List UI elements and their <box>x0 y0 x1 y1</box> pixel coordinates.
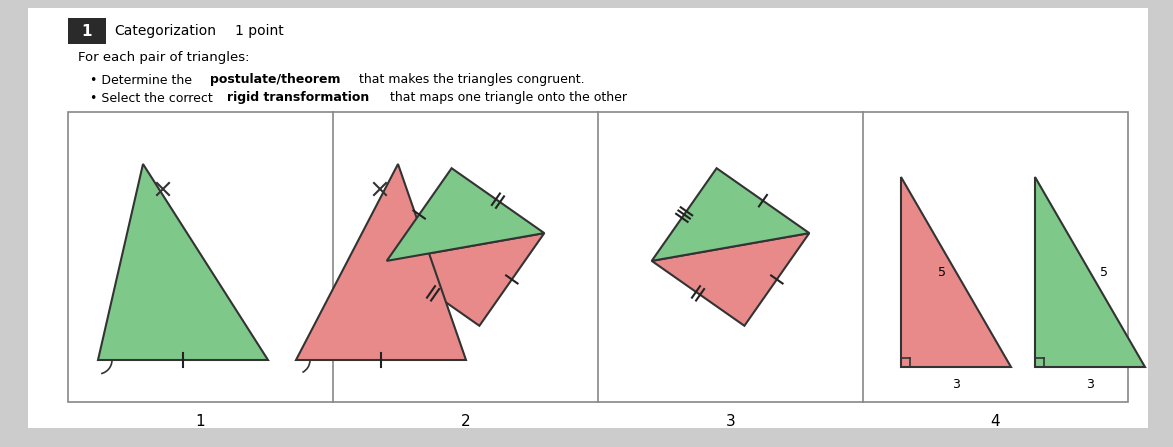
Text: 3: 3 <box>952 379 960 392</box>
Text: • Determine the: • Determine the <box>90 73 196 87</box>
Text: that maps one triangle onto the other: that maps one triangle onto the other <box>386 92 628 105</box>
Text: • Select the correct: • Select the correct <box>90 92 217 105</box>
Text: 1 point: 1 point <box>235 24 284 38</box>
Text: 1: 1 <box>196 414 205 430</box>
Text: 4: 4 <box>991 414 1001 430</box>
Text: rigid transformation: rigid transformation <box>228 92 369 105</box>
FancyBboxPatch shape <box>28 8 1148 428</box>
Polygon shape <box>652 233 809 326</box>
Text: 5: 5 <box>1100 266 1108 278</box>
Text: postulate/theorem: postulate/theorem <box>210 73 340 87</box>
Polygon shape <box>1035 177 1145 367</box>
Polygon shape <box>99 164 267 360</box>
Text: that makes the triangles congruent.: that makes the triangles congruent. <box>355 73 584 87</box>
Text: 1: 1 <box>82 24 93 38</box>
Polygon shape <box>387 168 544 261</box>
Text: 5: 5 <box>938 266 945 278</box>
Text: 2: 2 <box>461 414 470 430</box>
FancyBboxPatch shape <box>68 18 106 44</box>
Polygon shape <box>652 168 809 261</box>
Polygon shape <box>387 233 544 326</box>
Text: 3: 3 <box>726 414 735 430</box>
Polygon shape <box>296 164 466 360</box>
Polygon shape <box>901 177 1011 367</box>
Text: For each pair of triangles:: For each pair of triangles: <box>77 51 250 64</box>
Text: Categorization: Categorization <box>114 24 216 38</box>
FancyBboxPatch shape <box>68 112 1128 402</box>
Text: 3: 3 <box>1086 379 1094 392</box>
